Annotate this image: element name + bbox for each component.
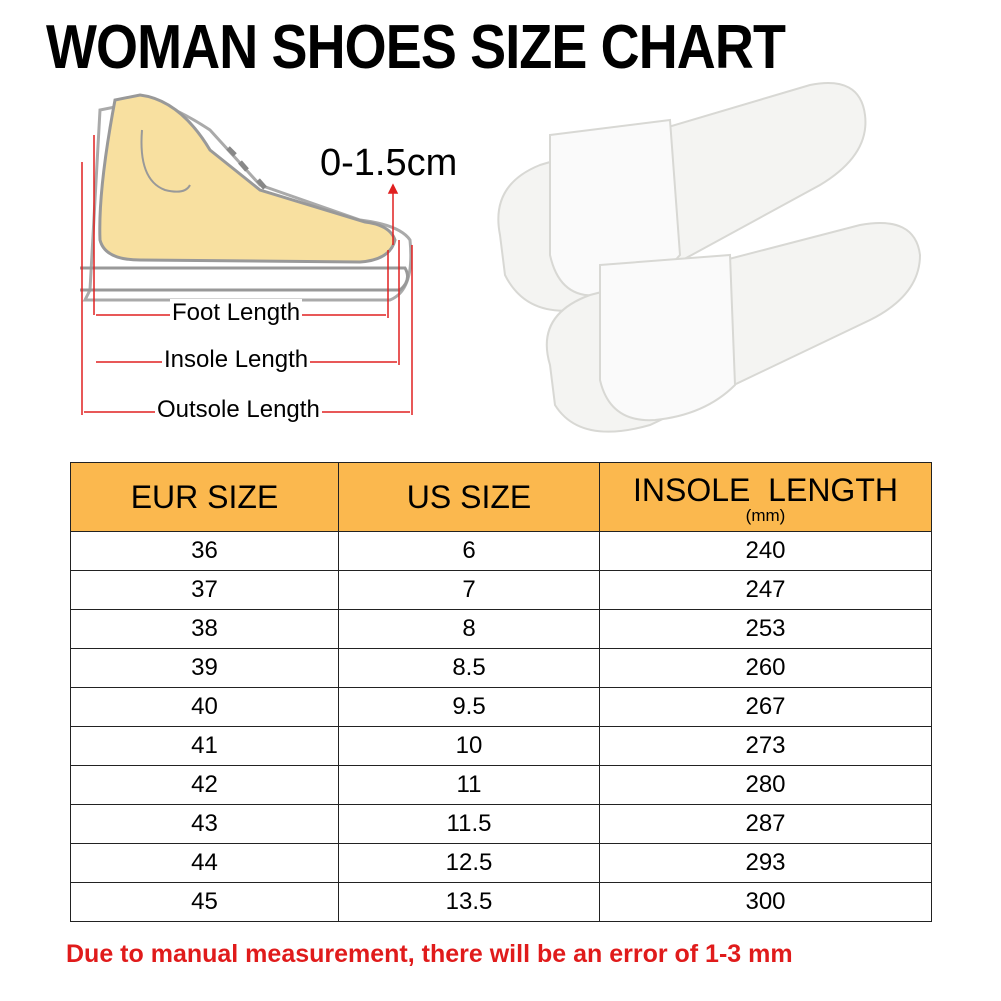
us-size-cell: 11.5 bbox=[338, 804, 600, 844]
eur-size-cell: 37 bbox=[70, 570, 339, 610]
table-row: 36 6 240 bbox=[70, 531, 932, 571]
eur-size-cell: 36 bbox=[70, 531, 339, 571]
us-size-cell: 10 bbox=[338, 726, 600, 766]
foot-measurement-diagram bbox=[80, 93, 413, 415]
insole-length-cell: 260 bbox=[599, 648, 932, 688]
eur-size-cell: 44 bbox=[70, 843, 339, 883]
measurement-note: Due to manual measurement, there will be… bbox=[66, 940, 793, 968]
insole-length-cell: 273 bbox=[599, 726, 932, 766]
eur-size-cell: 45 bbox=[70, 882, 339, 922]
table-row: 44 12.5 293 bbox=[70, 843, 932, 883]
size-table: EUR SIZE US SIZE INSOLE LENGTH (mm) 36 6 24… bbox=[70, 462, 932, 922]
table-row: 37 7 247 bbox=[70, 570, 932, 610]
us-size-cell: 8 bbox=[338, 609, 600, 649]
header-insole-length: INSOLE LENGTH (mm) bbox=[599, 462, 932, 532]
insole-length-cell: 300 bbox=[599, 882, 932, 922]
insole-length-cell: 293 bbox=[599, 843, 932, 883]
us-size-cell: 11 bbox=[338, 765, 600, 805]
table-row: 40 9.5 267 bbox=[70, 687, 932, 727]
insole-length-cell: 253 bbox=[599, 609, 932, 649]
table-row: 41 10 273 bbox=[70, 726, 932, 766]
table-row: 45 13.5 300 bbox=[70, 882, 932, 922]
us-size-cell: 7 bbox=[338, 570, 600, 610]
us-size-cell: 13.5 bbox=[338, 882, 600, 922]
insole-length-cell: 240 bbox=[599, 531, 932, 571]
table-row: 39 8.5 260 bbox=[70, 648, 932, 688]
toe-gap-label: 0-1.5cm bbox=[320, 142, 458, 184]
insole-length-cell: 280 bbox=[599, 765, 932, 805]
eur-size-cell: 43 bbox=[70, 804, 339, 844]
table-row: 38 8 253 bbox=[70, 609, 932, 649]
slippers-image bbox=[497, 82, 922, 433]
outsole-length-label: Outsole Length bbox=[155, 396, 322, 424]
header-label: US SIZE bbox=[406, 478, 532, 515]
header-label: EUR SIZE bbox=[130, 478, 279, 515]
page-title: WOMAN SHOES SIZE CHART bbox=[46, 13, 786, 82]
header-unit: (mm) bbox=[745, 505, 786, 525]
header-label: INSOLE LENGTH bbox=[633, 471, 898, 508]
us-size-cell: 9.5 bbox=[338, 687, 600, 727]
insole-length-cell: 247 bbox=[599, 570, 932, 610]
insole-length-cell: 287 bbox=[599, 804, 932, 844]
eur-size-cell: 38 bbox=[70, 609, 339, 649]
foot-length-label: Foot Length bbox=[170, 299, 303, 327]
us-size-cell: 6 bbox=[338, 531, 600, 571]
header-eur-size: EUR SIZE bbox=[70, 462, 339, 532]
eur-size-cell: 39 bbox=[70, 648, 339, 688]
eur-size-cell: 40 bbox=[70, 687, 339, 727]
header-us-size: US SIZE bbox=[338, 462, 600, 532]
insole-length-label: Insole Length bbox=[162, 346, 311, 374]
us-size-cell: 8.5 bbox=[338, 648, 600, 688]
table-row: 42 11 280 bbox=[70, 765, 932, 805]
eur-size-cell: 42 bbox=[70, 765, 339, 805]
table-header-row: EUR SIZE US SIZE INSOLE LENGTH (mm) bbox=[70, 462, 932, 532]
eur-size-cell: 41 bbox=[70, 726, 339, 766]
table-row: 43 11.5 287 bbox=[70, 804, 932, 844]
us-size-cell: 12.5 bbox=[338, 843, 600, 883]
insole-length-cell: 267 bbox=[599, 687, 932, 727]
